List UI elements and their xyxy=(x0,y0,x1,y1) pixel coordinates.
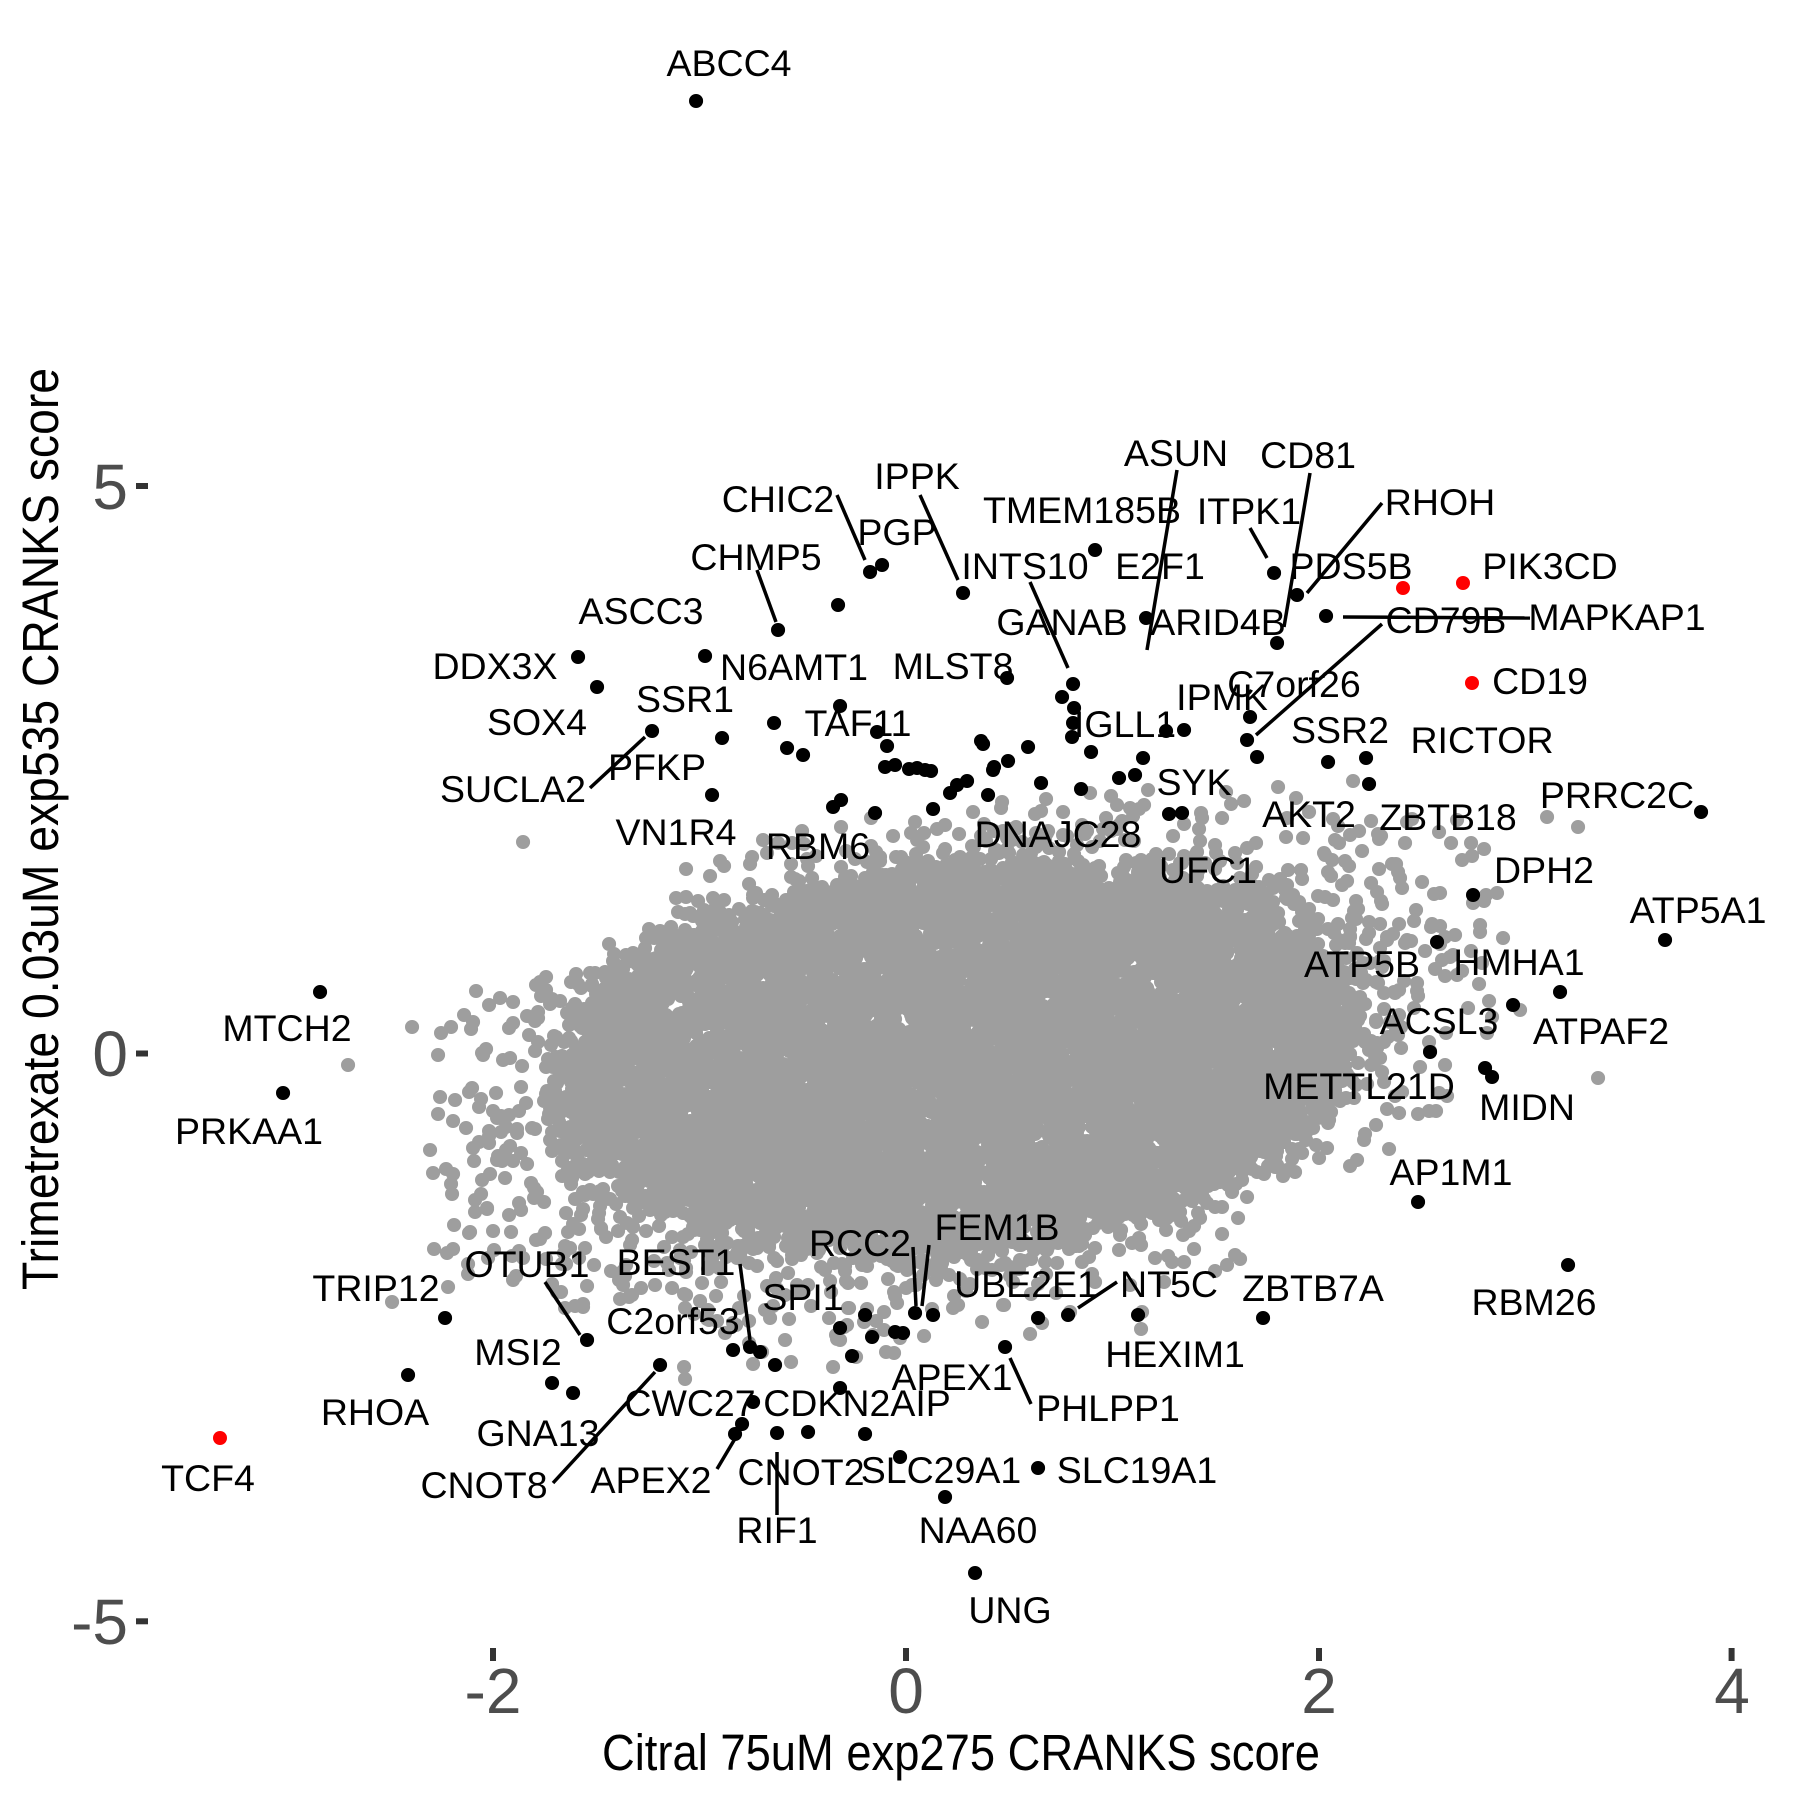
svg-text:Trimetrexate 0.03uM exp535 CRA: Trimetrexate 0.03uM exp535 CRANKS score xyxy=(12,368,69,1290)
svg-text:C7orf26: C7orf26 xyxy=(1227,663,1360,705)
svg-text:VN1R4: VN1R4 xyxy=(616,811,737,853)
svg-text:IGLL1: IGLL1 xyxy=(1074,703,1176,745)
svg-text:MSI2: MSI2 xyxy=(474,1331,562,1373)
svg-text:MTCH2: MTCH2 xyxy=(222,1007,351,1049)
svg-text:SOX4: SOX4 xyxy=(487,701,587,743)
svg-text:TAF11: TAF11 xyxy=(805,702,912,744)
svg-text:MAPKAP1: MAPKAP1 xyxy=(1528,596,1705,638)
svg-text:CNOT8: CNOT8 xyxy=(420,1464,547,1506)
svg-text:-5: -5 xyxy=(71,1586,128,1658)
svg-text:OTUB1: OTUB1 xyxy=(464,1243,589,1285)
svg-text:Citral 75uM exp275 CRANKS scor: Citral 75uM exp275 CRANKS score xyxy=(602,1724,1320,1781)
svg-text:AP1M1: AP1M1 xyxy=(1390,1151,1513,1193)
svg-text:TRIP12: TRIP12 xyxy=(312,1267,439,1309)
svg-text:CD79B: CD79B xyxy=(1386,599,1507,641)
svg-text:ZBTB7A: ZBTB7A xyxy=(1242,1267,1384,1309)
svg-text:ABCC4: ABCC4 xyxy=(666,42,791,84)
svg-text:INTS10: INTS10 xyxy=(961,545,1088,587)
svg-text:BEST1: BEST1 xyxy=(617,1241,736,1283)
svg-text:CHIC2: CHIC2 xyxy=(722,478,835,520)
svg-text:ZBTB18: ZBTB18 xyxy=(1379,796,1517,838)
svg-text:DPH2: DPH2 xyxy=(1494,849,1594,891)
svg-text:C2orf53: C2orf53 xyxy=(606,1300,739,1342)
svg-text:SUCLA2: SUCLA2 xyxy=(440,768,586,810)
svg-text:SLC29A1: SLC29A1 xyxy=(861,1449,1022,1491)
svg-text:CD19: CD19 xyxy=(1492,660,1588,702)
svg-text:RBM6: RBM6 xyxy=(766,825,870,867)
svg-text:APEX2: APEX2 xyxy=(591,1459,712,1501)
svg-text:RCC2: RCC2 xyxy=(809,1222,911,1264)
svg-text:TMEM185B: TMEM185B xyxy=(983,489,1181,531)
svg-text:SYK: SYK xyxy=(1156,761,1231,803)
svg-text:RICTOR: RICTOR xyxy=(1410,719,1553,761)
svg-text:PDS5B: PDS5B xyxy=(1290,545,1413,587)
svg-text:DNAJC28: DNAJC28 xyxy=(975,813,1142,855)
svg-text:N6AMT1: N6AMT1 xyxy=(720,646,868,688)
svg-text:HMHA1: HMHA1 xyxy=(1453,941,1584,983)
svg-text:DDX3X: DDX3X xyxy=(432,645,557,687)
svg-text:0: 0 xyxy=(888,1655,924,1727)
svg-text:4: 4 xyxy=(1714,1655,1750,1727)
svg-text:CWC27: CWC27 xyxy=(624,1382,755,1424)
svg-text:NAA60: NAA60 xyxy=(919,1509,1038,1551)
svg-text:ARID4B: ARID4B xyxy=(1150,601,1285,643)
svg-text:CNOT2: CNOT2 xyxy=(737,1451,864,1493)
svg-text:0: 0 xyxy=(92,1018,128,1090)
svg-text:CHMP5: CHMP5 xyxy=(690,536,821,578)
svg-text:UNG: UNG xyxy=(968,1589,1051,1631)
svg-text:AKT2: AKT2 xyxy=(1262,793,1356,835)
svg-text:ASUN: ASUN xyxy=(1124,432,1228,474)
svg-text:RBM26: RBM26 xyxy=(1471,1281,1596,1323)
svg-text:GNA13: GNA13 xyxy=(477,1412,600,1454)
svg-text:PHLPP1: PHLPP1 xyxy=(1036,1387,1180,1429)
svg-text:GANAB: GANAB xyxy=(996,601,1127,643)
svg-text:APEX1: APEX1 xyxy=(892,1356,1013,1398)
svg-text:ACSL3: ACSL3 xyxy=(1380,1000,1499,1042)
svg-text:-2: -2 xyxy=(465,1655,522,1727)
svg-text:RHOA: RHOA xyxy=(321,1391,429,1433)
svg-text:IPMK: IPMK xyxy=(1176,676,1268,718)
svg-text:5: 5 xyxy=(92,451,128,523)
svg-text:RIF1: RIF1 xyxy=(736,1509,817,1551)
svg-text:ATPAF2: ATPAF2 xyxy=(1533,1010,1669,1052)
svg-text:SSR1: SSR1 xyxy=(636,678,734,720)
svg-text:ASCC3: ASCC3 xyxy=(578,590,703,632)
svg-text:CDKN2AIP: CDKN2AIP xyxy=(763,1382,951,1424)
svg-text:RHOH: RHOH xyxy=(1385,481,1495,523)
svg-text:SPI1: SPI1 xyxy=(762,1276,843,1318)
svg-text:PGP: PGP xyxy=(857,511,936,553)
svg-text:SSR2: SSR2 xyxy=(1291,709,1389,751)
svg-text:MLST8: MLST8 xyxy=(893,645,1014,687)
svg-text:ATP5A1: ATP5A1 xyxy=(1630,889,1767,931)
svg-text:TCF4: TCF4 xyxy=(161,1457,255,1499)
svg-text:UBE2E1: UBE2E1 xyxy=(954,1263,1098,1305)
svg-text:METTL21D: METTL21D xyxy=(1263,1065,1455,1107)
svg-text:SLC19A1: SLC19A1 xyxy=(1057,1449,1218,1491)
svg-text:MIDN: MIDN xyxy=(1479,1086,1575,1128)
svg-text:PRKAA1: PRKAA1 xyxy=(175,1110,323,1152)
svg-text:FEM1B: FEM1B xyxy=(934,1206,1059,1248)
svg-text:E2F1: E2F1 xyxy=(1115,545,1205,587)
svg-text:CD81: CD81 xyxy=(1260,434,1356,476)
svg-text:PIK3CD: PIK3CD xyxy=(1482,545,1617,587)
svg-text:2: 2 xyxy=(1301,1655,1337,1727)
svg-text:HEXIM1: HEXIM1 xyxy=(1105,1333,1245,1375)
svg-text:ITPK1: ITPK1 xyxy=(1197,490,1301,532)
svg-text:ATP5B: ATP5B xyxy=(1304,943,1420,985)
svg-text:IPPK: IPPK xyxy=(874,455,959,497)
svg-text:UFC1: UFC1 xyxy=(1159,849,1257,891)
svg-text:PFKP: PFKP xyxy=(608,746,706,788)
svg-text:NT5C: NT5C xyxy=(1120,1263,1218,1305)
svg-text:PRRC2C: PRRC2C xyxy=(1540,774,1694,816)
